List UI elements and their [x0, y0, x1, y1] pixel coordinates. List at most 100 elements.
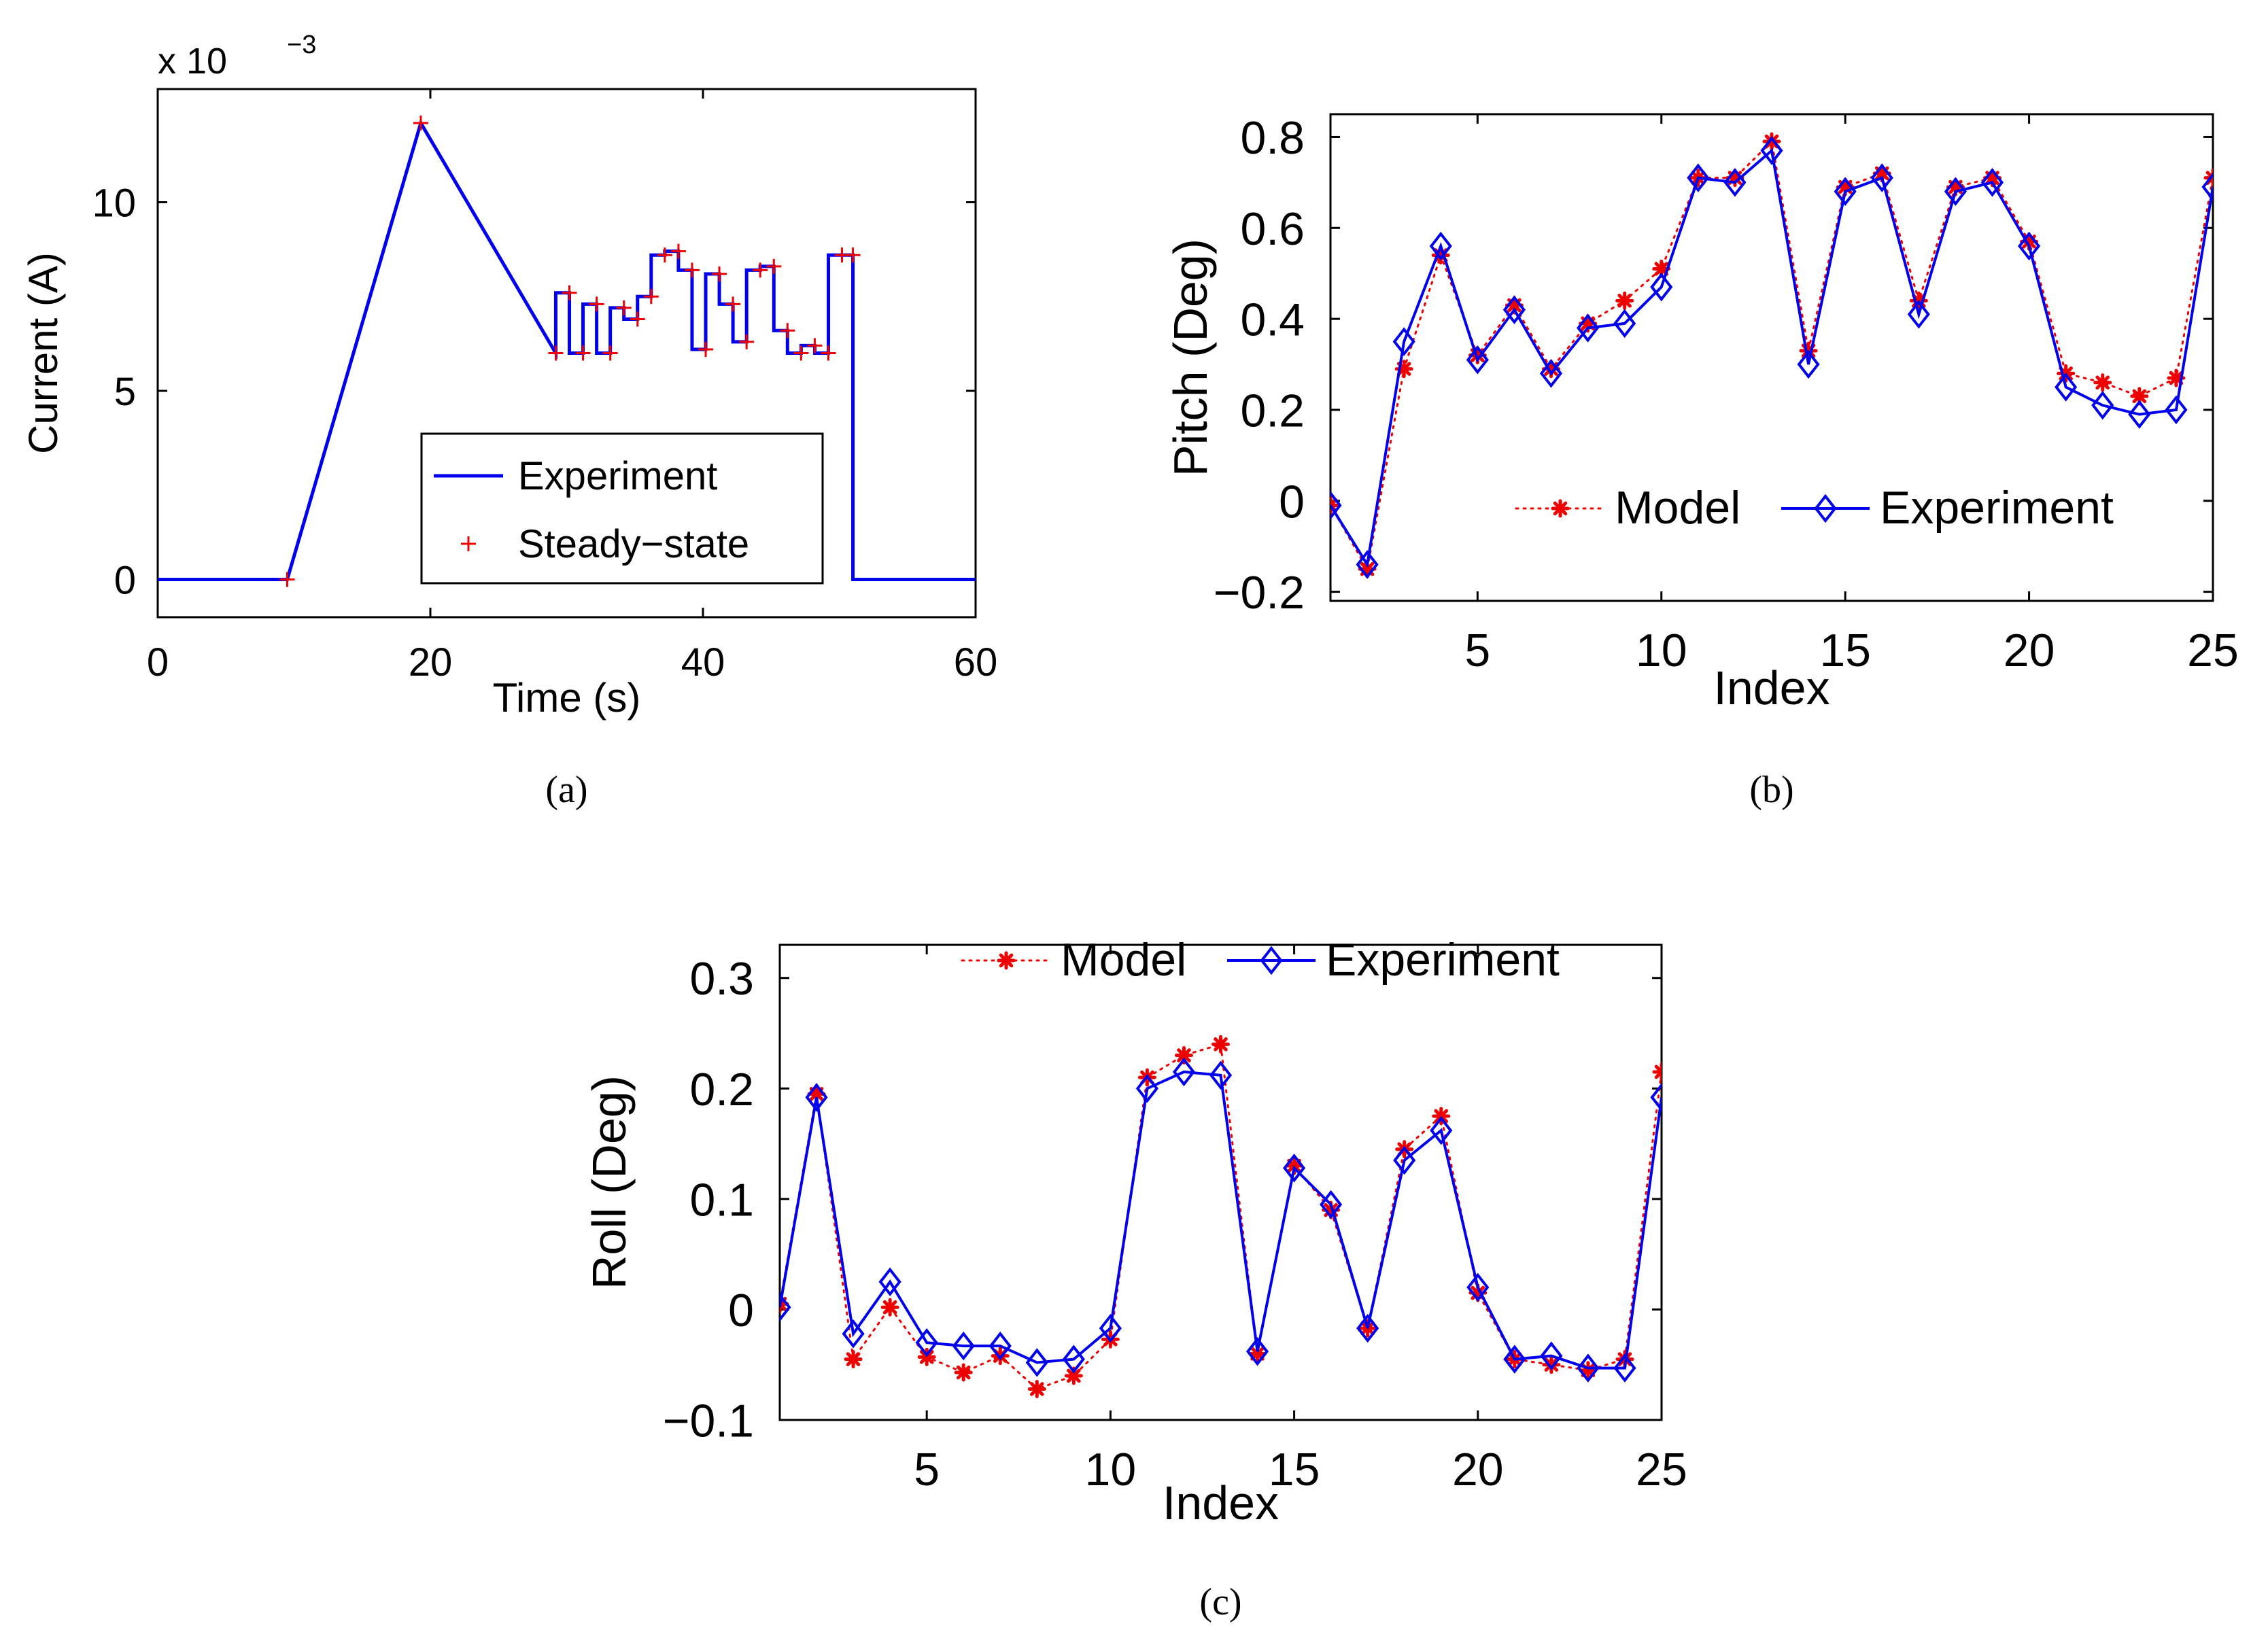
y-tick-label: 0.8	[1240, 112, 1305, 164]
experiment-marker	[1466, 345, 1489, 375]
experiment-marker	[1650, 273, 1673, 302]
model-marker-stroke	[1177, 1048, 1191, 1062]
plot-area	[780, 1035, 1662, 1398]
experiment-marker	[1980, 168, 2004, 197]
experiment-marker	[1613, 309, 1636, 339]
experiment-marker	[1503, 1345, 1526, 1374]
legend: Model Experiment	[1515, 482, 2114, 534]
x-tick-label: 0	[147, 640, 169, 684]
y-tick-label: −0.2	[1214, 567, 1305, 619]
series-experiment-line	[1330, 148, 2213, 569]
axes-frame	[156, 88, 977, 619]
x-tick-label: 20	[2004, 625, 2055, 676]
y-tick-label: 0.2	[689, 1064, 754, 1115]
axes-frame	[778, 943, 1663, 1421]
experiment-marker	[1723, 168, 1747, 197]
model-marker-stroke	[1030, 1382, 1044, 1396]
legend-model-swatch-marker-stroke	[1553, 501, 1568, 516]
model-marker-stroke	[882, 1300, 897, 1315]
model-marker-stroke	[1544, 1357, 1559, 1372]
chart-caption: (b)	[1749, 769, 1793, 811]
y-tick-label: 0.6	[1240, 203, 1305, 255]
model-marker-stroke	[1330, 498, 1338, 508]
experiment-marker	[1760, 136, 1783, 165]
experiment-marker	[1870, 163, 1893, 192]
legend-steady-state-label: Steady−state	[518, 522, 749, 566]
legend-model-swatch-marker	[997, 951, 1016, 970]
experiment-marker	[1430, 1115, 1453, 1145]
x-axis-label: Index	[1713, 661, 1829, 714]
steady-state-marker	[616, 300, 632, 315]
steady-state-marker	[602, 345, 618, 361]
model-marker-stroke	[956, 1365, 971, 1380]
y-tick-label: 0.3	[689, 953, 754, 1005]
legend: Model Experiment	[961, 934, 1560, 986]
x-tick-label: 20	[1452, 1444, 1504, 1495]
experiment-marker	[1209, 1060, 1233, 1090]
legend-experiment-label: Experiment	[1326, 934, 1560, 986]
steady-state-marker	[684, 262, 700, 278]
chart-c: 5 10 15 20 25 −0.1 0 0.1 0.2 0.3 Index Roll (Deg) (c…	[583, 934, 1687, 1623]
experiment-marker	[1393, 1145, 1416, 1175]
model-marker-stroke	[1396, 362, 1411, 377]
experiment-marker	[1356, 550, 1379, 579]
x-tick-label: 25	[1636, 1444, 1687, 1495]
y-tick-label: 10	[92, 181, 136, 225]
experiment-marker	[2091, 391, 2114, 420]
experiment-marker	[1330, 491, 1342, 520]
experiment-marker	[1907, 300, 1930, 329]
model-marker-stroke	[1654, 262, 1669, 276]
x-tick-label: 60	[954, 640, 998, 684]
experiment-marker	[1283, 1154, 1306, 1183]
steady-state-marker	[630, 311, 645, 327]
steady-state-marker	[821, 345, 836, 361]
x-tick-label: 20	[409, 640, 453, 684]
model-marker-stroke	[1067, 1368, 1081, 1383]
experiment-marker	[878, 1267, 901, 1297]
y-tick-label: 0	[728, 1285, 754, 1336]
x-tick-label: 25	[2187, 625, 2239, 676]
y-tick-label: 0.4	[1240, 294, 1305, 346]
steady-state-marker	[279, 572, 295, 587]
y-multiplier-exponent: −3	[287, 31, 316, 59]
legend-model-swatch-marker-stroke	[999, 953, 1014, 968]
model-marker-stroke	[846, 1352, 861, 1366]
experiment-marker	[1834, 177, 1857, 207]
chart-caption: (a)	[545, 769, 587, 811]
steady-state-marker	[589, 296, 604, 312]
experiment-marker	[952, 1331, 975, 1361]
y-tick-label: 0.1	[689, 1174, 754, 1226]
x-axis-label: Index	[1163, 1476, 1279, 1529]
model-marker-stroke	[1654, 1069, 1662, 1079]
steady-state-marker	[807, 338, 823, 353]
axes-frame	[1329, 113, 2214, 602]
y-axis-label: Current (A)	[20, 252, 66, 454]
steady-state-marker	[739, 334, 755, 349]
steady-state-marker	[780, 323, 795, 339]
experiment-marker	[2165, 395, 2188, 425]
model-marker	[1212, 1035, 1230, 1054]
plot-area	[1330, 132, 2213, 579]
y-tick-label: −0.1	[663, 1395, 754, 1446]
legend-model-swatch-marker	[1551, 499, 1570, 518]
model-marker	[844, 1350, 863, 1369]
experiment-marker	[989, 1331, 1012, 1361]
steady-state-marker	[698, 341, 714, 357]
legend-steady-state-swatch	[461, 536, 476, 551]
x-tick-label: 5	[914, 1444, 940, 1495]
y-multiplier-label: x 10	[158, 41, 227, 82]
x-tick-label: 40	[681, 640, 725, 684]
experiment-marker	[1502, 295, 1526, 324]
experiment-marker	[1540, 1341, 1563, 1370]
steady-state-marker	[548, 345, 564, 361]
experiment-marker	[1650, 1083, 1662, 1112]
steady-state-marker	[725, 296, 741, 312]
experiment-marker	[1099, 1313, 1122, 1343]
experiment-marker	[1539, 359, 1563, 388]
x-tick-label: 15	[1269, 1444, 1320, 1495]
experiment-marker	[780, 1292, 791, 1322]
legend-experiment-label: Experiment	[518, 454, 717, 498]
y-tick-label: 0	[114, 558, 136, 602]
